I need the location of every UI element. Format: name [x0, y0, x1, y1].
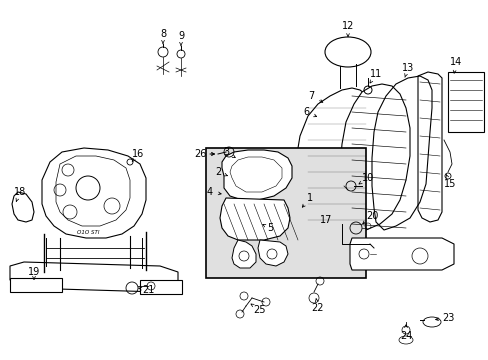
- Polygon shape: [222, 150, 291, 200]
- Text: 7: 7: [307, 91, 313, 101]
- Text: 23: 23: [441, 313, 453, 323]
- Text: 9: 9: [178, 31, 183, 41]
- Polygon shape: [295, 88, 373, 232]
- Text: 13: 13: [401, 63, 413, 73]
- Text: 26: 26: [193, 149, 206, 159]
- Text: 14: 14: [449, 57, 461, 67]
- Text: 21: 21: [142, 285, 154, 295]
- Polygon shape: [10, 262, 178, 292]
- Polygon shape: [258, 240, 287, 266]
- Text: 19: 19: [28, 267, 40, 277]
- Text: 5: 5: [266, 223, 273, 233]
- Text: 25: 25: [253, 305, 265, 315]
- Polygon shape: [231, 240, 256, 268]
- Text: 3: 3: [223, 147, 228, 157]
- Bar: [447, 72, 483, 132]
- Ellipse shape: [325, 37, 370, 67]
- Polygon shape: [349, 238, 453, 270]
- Text: 20: 20: [365, 211, 377, 221]
- Text: 10: 10: [361, 173, 373, 183]
- Polygon shape: [220, 198, 289, 240]
- Text: 16: 16: [132, 149, 144, 159]
- Text: 12: 12: [341, 21, 353, 31]
- Text: 6: 6: [303, 107, 308, 117]
- Text: 8: 8: [160, 29, 166, 39]
- Text: 1: 1: [306, 193, 312, 203]
- Bar: [10, 278, 62, 292]
- Text: 11: 11: [369, 69, 381, 79]
- Text: 15: 15: [443, 179, 455, 189]
- Text: O1O STI: O1O STI: [77, 230, 99, 234]
- Text: 24: 24: [399, 331, 411, 341]
- Text: 4: 4: [206, 187, 213, 197]
- Text: 17: 17: [319, 215, 331, 225]
- Text: 22: 22: [311, 303, 324, 313]
- Text: 2: 2: [214, 167, 221, 177]
- Text: 18: 18: [14, 187, 26, 197]
- Bar: [140, 280, 182, 294]
- Bar: [205, 148, 365, 278]
- Polygon shape: [339, 84, 409, 232]
